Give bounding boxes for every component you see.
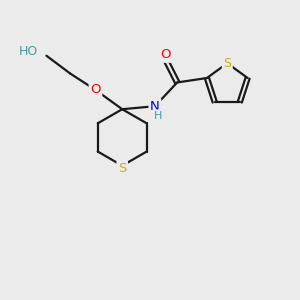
- Text: S: S: [223, 57, 231, 70]
- Text: O: O: [161, 48, 171, 61]
- Text: H: H: [154, 111, 163, 121]
- Text: N: N: [150, 100, 160, 113]
- Text: HO: HO: [18, 45, 38, 58]
- Text: O: O: [90, 83, 101, 96]
- Text: S: S: [118, 162, 126, 175]
